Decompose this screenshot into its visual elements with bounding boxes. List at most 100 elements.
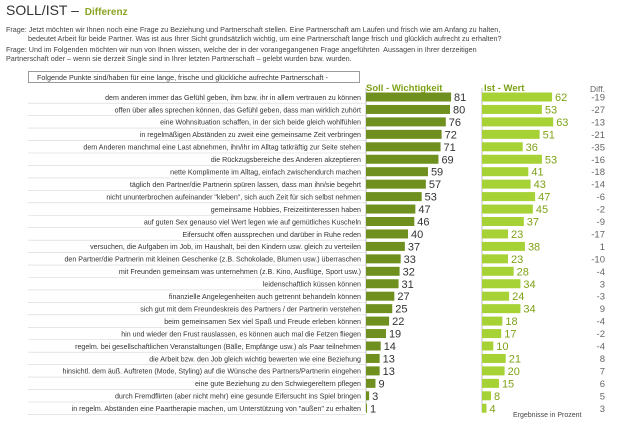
category-label: die Arbeit bzw. den Job gleich wichtig b… <box>149 355 361 363</box>
soll-bar <box>366 192 422 202</box>
ist-bar <box>482 279 521 289</box>
soll-value-label: 76 <box>449 117 461 129</box>
category-label: mit Freunden gemeinsam was unternehmen (… <box>119 268 361 276</box>
ist-value-label: 17 <box>504 329 516 341</box>
diff-value: 8 <box>600 354 605 365</box>
ist-value-label: 62 <box>555 92 567 104</box>
soll-value-label: 57 <box>429 179 441 191</box>
diff-value: 5 <box>600 391 605 402</box>
question-2: Frage: Und im Folgenden möchten wir nun … <box>6 45 477 63</box>
ist-series-name: Ist - Wert <box>484 83 525 94</box>
diff-value: -2 <box>597 329 605 340</box>
diff-value: -27 <box>591 105 605 116</box>
soll-bar <box>366 167 428 177</box>
category-label: dem Anderen manchmal eine Last abnehmen,… <box>83 144 361 152</box>
ist-value-label: 37 <box>527 217 539 229</box>
category-label: leidenschaftlich küssen können <box>263 281 361 289</box>
diff-value: 3 <box>600 279 605 290</box>
soll-value-label: 69 <box>441 154 453 166</box>
ist-value-label: 38 <box>528 241 540 253</box>
ist-bar <box>482 229 508 239</box>
ist-value-label: 24 <box>512 291 524 303</box>
soll-value-label: 25 <box>395 304 407 316</box>
ist-bar <box>482 391 492 401</box>
diff-value: 3 <box>600 404 605 415</box>
soll-value-label: 81 <box>454 92 466 104</box>
soll-bar <box>366 104 450 114</box>
diff-value: -3 <box>597 292 605 303</box>
soll-bar <box>366 179 426 189</box>
page-title: SOLL/IST – Differenz <box>6 2 128 18</box>
category-label: täglich den Partner/die Partnerin spüren… <box>130 181 361 189</box>
diff-value: -6 <box>597 192 605 203</box>
diff-value: -14 <box>591 180 605 191</box>
diff-value: 7 <box>600 366 605 377</box>
diff-value: -4 <box>597 317 605 328</box>
ist-value-label: 21 <box>509 353 521 365</box>
soll-bar <box>366 154 439 164</box>
category-label: die Rückzugsbereiche des Anderen akzepti… <box>211 156 361 164</box>
ist-bar <box>482 179 531 189</box>
soll-value-label: 13 <box>383 366 395 378</box>
soll-value-label: 71 <box>444 142 456 154</box>
soll-value-label: 9 <box>378 378 384 390</box>
category-label: nette Komplimente im Alltag, einfach zwi… <box>170 169 361 177</box>
diff-value: -35 <box>591 142 605 153</box>
ist-bar <box>482 117 554 127</box>
soll-bar <box>366 291 395 301</box>
soll-bar <box>366 129 442 139</box>
soll-value-label: 53 <box>425 192 437 204</box>
soll-value-label: 1 <box>370 403 376 415</box>
diff-value: 9 <box>600 304 605 315</box>
soll-value-label: 22 <box>392 316 404 328</box>
ist-value-label: 34 <box>523 304 535 316</box>
ist-value-label: 28 <box>517 266 529 278</box>
diff-value: -4 <box>597 342 605 353</box>
ist-value-label: 36 <box>526 142 538 154</box>
soll-value-label: 19 <box>389 329 401 341</box>
ist-bar <box>482 353 506 363</box>
ist-header: Ist - Wert <box>484 83 524 94</box>
category-label: nicht ununterbrochen aufeinander "kleben… <box>106 193 361 201</box>
ist-bar <box>482 154 542 164</box>
category-label: durch Fremdflirten (aber nicht mehr) ein… <box>115 393 361 401</box>
category-label: finanzielle Angelegenheiten auch getrenn… <box>169 293 361 301</box>
diff-value: -4 <box>597 267 605 278</box>
ist-bar <box>482 378 499 388</box>
soll-value-label: 3 <box>372 391 378 403</box>
ist-value-label: 20 <box>508 366 520 378</box>
diff-value: -2 <box>597 205 605 216</box>
diff-value: -21 <box>591 130 605 141</box>
category-label: versuchen, die Aufgaben im Job, im Haush… <box>90 243 361 251</box>
soll-value-label: 33 <box>404 254 416 266</box>
soll-bar <box>366 266 400 276</box>
ist-value-label: 51 <box>543 129 555 141</box>
ist-bar <box>482 92 553 102</box>
category-label: auf guten Sex genauso viel Wert legen wi… <box>144 218 361 226</box>
soll-bar <box>366 391 370 401</box>
soll-bar <box>366 304 393 314</box>
ist-bar <box>482 254 508 264</box>
soll-value-label: 72 <box>445 129 457 141</box>
category-label: hin und wieder den Frust rauslassen, es … <box>121 330 361 338</box>
soll-bar <box>366 92 452 102</box>
diff-value: 6 <box>600 379 605 390</box>
soll-bar <box>366 329 386 339</box>
soll-value-label: 14 <box>384 341 396 353</box>
diff-value: -9 <box>597 217 605 228</box>
soll-value-label: 80 <box>453 104 465 116</box>
ist-bar <box>482 192 536 202</box>
ist-value-label: 63 <box>556 117 568 129</box>
ist-value-label: 8 <box>494 391 500 403</box>
category-label: eine gute Beziehung zu den Schwiegerelte… <box>195 380 361 388</box>
soll-bar <box>366 217 415 226</box>
soll-value-label: 47 <box>418 204 430 216</box>
ist-bar <box>482 167 529 177</box>
soll-bar <box>366 403 368 413</box>
category-label: sich gut mit dem Freundeskreis des Partn… <box>140 305 361 313</box>
soll-value-label: 27 <box>397 291 409 303</box>
footer-note: Ergebnisse in Prozent <box>513 412 582 419</box>
ist-value-label: 34 <box>523 279 535 291</box>
soll-bar <box>366 229 408 239</box>
